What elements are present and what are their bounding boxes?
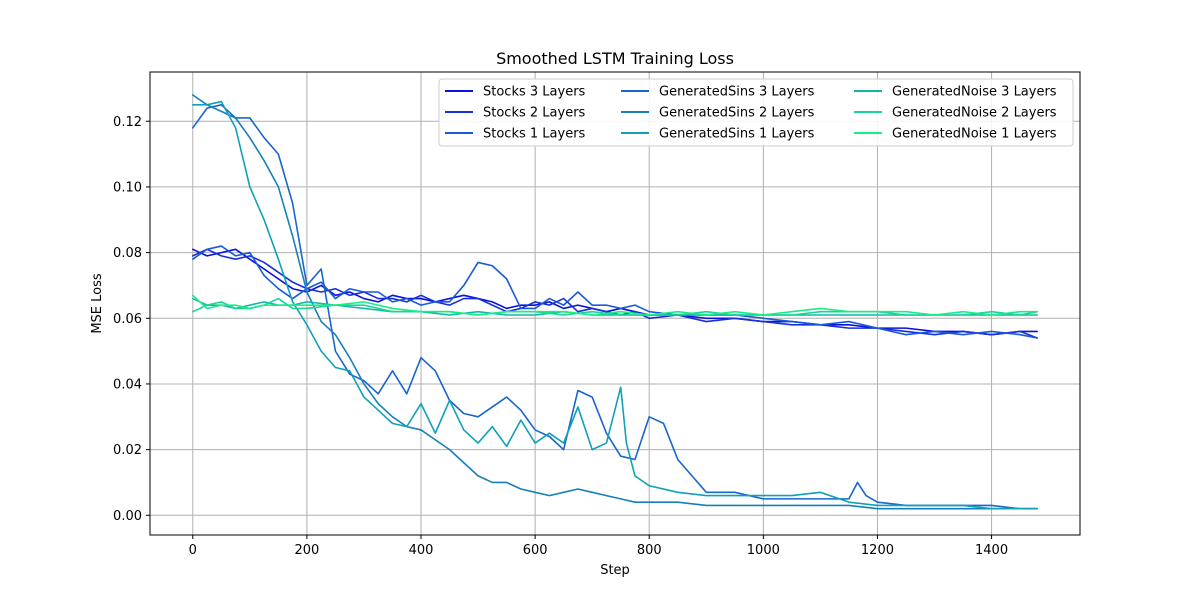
- series-line-generatednoise-1-layers: [191, 294, 1039, 316]
- legend-box: [438, 78, 1074, 147]
- y-tick-label: 0.12: [113, 115, 142, 130]
- y-tick-label: 0.04: [113, 377, 142, 392]
- series-line-stocks-1-layers: [191, 245, 1039, 339]
- y-tick-label: 0.06: [113, 312, 142, 327]
- x-tick-label: 200: [294, 543, 319, 558]
- x-tick-label: 800: [637, 543, 662, 558]
- x-tick-label: 1200: [861, 543, 894, 558]
- x-tick-label: 0: [189, 543, 197, 558]
- y-tick-label: 0.00: [113, 509, 142, 524]
- y-tick-label: 0.02: [113, 443, 142, 458]
- series-line-generatedsins-1-layers: [191, 100, 1039, 510]
- legend-entry: GeneratedSins 1 Layers: [659, 127, 815, 142]
- x-tick-label: 1000: [747, 543, 780, 558]
- chart-title: Smoothed LSTM Training Loss: [496, 49, 734, 68]
- x-tick-label: 1400: [975, 543, 1008, 558]
- x-tick-label: 600: [523, 543, 548, 558]
- legend-entry: GeneratedNoise 1 Layers: [892, 127, 1057, 142]
- legend: Stocks 3 Layers Stocks 2 Layers Stocks 1 L…: [438, 78, 1074, 147]
- legend-entry: Stocks 1 Layers: [483, 127, 586, 142]
- x-tick-label: 400: [409, 543, 434, 558]
- series-lines: [191, 94, 1039, 510]
- series-line-generatedsins-2-layers: [191, 94, 1039, 510]
- legend-entry: GeneratedSins 2 Layers: [659, 106, 815, 121]
- axis-ticks: 0 200 400 600 800 1000 1200 1400 0.00 0.02 0.04 0.0…: [113, 115, 1008, 558]
- series-line-stocks-3-layers: [191, 248, 1039, 336]
- y-tick-label: 0.08: [113, 246, 142, 261]
- legend-entry: GeneratedNoise 2 Layers: [892, 106, 1057, 121]
- series-line-generatednoise-2-layers: [191, 297, 1039, 316]
- legend-entry: GeneratedSins 3 Layers: [659, 85, 815, 100]
- legend-entry: GeneratedNoise 3 Layers: [892, 85, 1057, 100]
- legend-entry: Stocks 2 Layers: [483, 106, 586, 121]
- legend-entry: Stocks 3 Layers: [483, 85, 586, 100]
- x-axis-label: Step: [600, 563, 630, 578]
- series-line-generatedsins-3-layers: [191, 104, 1039, 510]
- y-axis-label: MSE Loss: [90, 273, 105, 334]
- y-tick-label: 0.10: [113, 180, 142, 195]
- plot-area: [149, 71, 1081, 536]
